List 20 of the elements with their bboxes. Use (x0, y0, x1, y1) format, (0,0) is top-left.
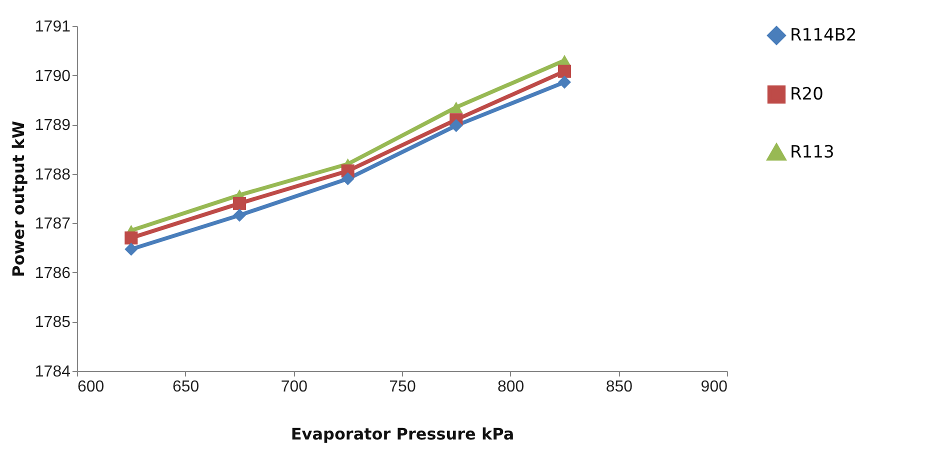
y-tick-label: 1786 (34, 264, 71, 282)
x-tick-label: 700 (280, 378, 308, 396)
x-tick-label: 750 (389, 378, 416, 396)
y-tick-label: 1790 (34, 68, 71, 85)
x-tick-label: 800 (497, 378, 524, 396)
x-tick-label: 850 (606, 378, 633, 396)
legend-label: R114B2 (790, 26, 857, 46)
y-tick-label: 1788 (34, 166, 71, 184)
y-tick-label: 1789 (34, 117, 71, 134)
legend-label: R113 (790, 142, 834, 162)
y-axis-title: Power output kW (8, 120, 28, 278)
legend-label: R20 (790, 84, 824, 104)
x-tick-label: 650 (172, 378, 200, 396)
x-axis-title: Evaporator Pressure kPa (290, 424, 514, 444)
y-tick-label: 1791 (34, 18, 71, 36)
x-tick-label: 900 (700, 378, 728, 396)
y-tick-label: 1787 (34, 216, 71, 233)
x-tick-label: 600 (78, 378, 104, 396)
y-tick-label: 1784 (34, 364, 71, 380)
y-tick-label: 1785 (34, 314, 71, 332)
